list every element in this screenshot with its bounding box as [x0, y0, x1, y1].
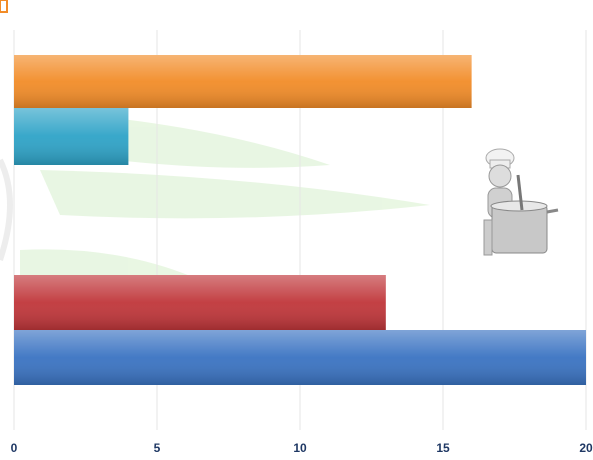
x-tick-label: 10 — [293, 441, 307, 455]
x-tick-label: 20 — [579, 441, 593, 455]
bar-shine — [14, 275, 386, 330]
x-tick-label: 0 — [11, 441, 18, 455]
bar-shine — [14, 108, 128, 165]
bar-shine — [14, 330, 586, 385]
x-tick-label: 5 — [154, 441, 161, 455]
corner-marker — [0, 0, 7, 12]
bar-shine — [14, 55, 472, 108]
chef-clipart — [484, 149, 558, 255]
chart: 0 5 10 15 20 — [0, 0, 593, 460]
x-tick-label: 15 — [436, 441, 450, 455]
